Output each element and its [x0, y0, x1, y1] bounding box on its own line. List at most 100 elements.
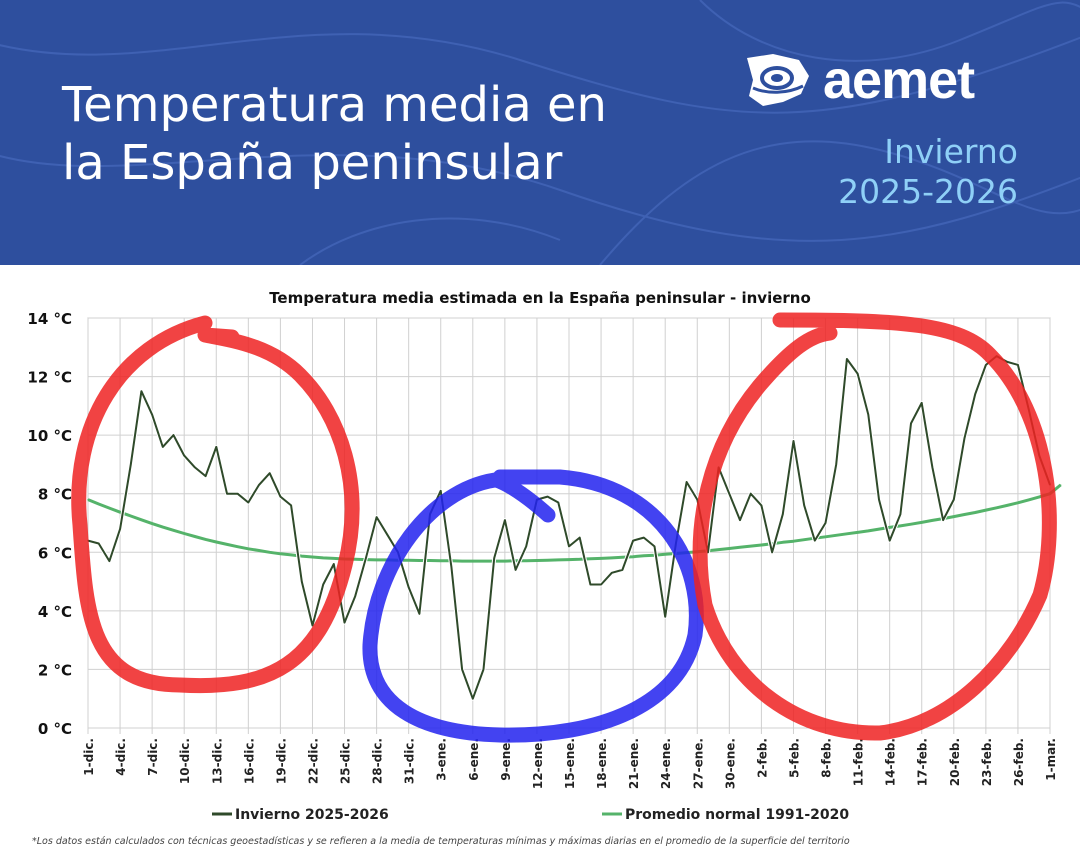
y-tick-label: 10 °C: [27, 427, 72, 445]
header-banner: Temperatura media en la España peninsula…: [0, 0, 1080, 265]
data-point-normal: [376, 559, 378, 561]
data-point-normal: [119, 511, 121, 513]
data-point-2025: [151, 414, 153, 416]
data-point-normal: [172, 529, 175, 531]
data-point-2025: [333, 563, 335, 565]
chart-container: Temperatura media estimada en la España …: [0, 265, 1080, 860]
data-point-2025: [525, 545, 527, 548]
data-point-normal: [440, 560, 442, 562]
data-point-2025: [215, 446, 217, 448]
y-axis-ticks: 0 °C 2 °C 4 °C 6 °C 8 °C 10 °C 12 °C 14 °C: [27, 310, 72, 738]
x-tick-label: 23-feb.: [980, 738, 994, 786]
data-point-2025: [418, 613, 420, 615]
x-tick-label: 19-dic.: [274, 738, 288, 784]
y-tick-label: 0 °C: [38, 720, 72, 738]
data-point-2025: [119, 528, 121, 530]
data-point-normal: [782, 541, 784, 543]
data-point-normal: [611, 557, 613, 559]
data-point-2025: [386, 534, 388, 536]
data-point-2025: [247, 501, 249, 504]
data-point-normal: [878, 528, 880, 530]
data-point-normal: [461, 560, 463, 562]
data-point-normal: [867, 530, 869, 532]
y-tick-label: 2 °C: [38, 661, 72, 679]
data-point-2025: [504, 519, 506, 521]
x-tick-label: 30-ene.: [723, 738, 737, 789]
data-point-2025: [343, 621, 346, 624]
data-point-2025: [322, 583, 324, 586]
data-point-normal: [151, 522, 153, 525]
data-point-normal: [247, 548, 249, 550]
x-tick-label: 14-feb.: [884, 738, 898, 786]
data-point-normal: [429, 559, 431, 562]
legend-label-normal: Promedio normal 1991-2020: [625, 807, 849, 823]
data-point-2025: [728, 493, 730, 495]
data-point-normal: [718, 549, 720, 551]
x-tick-label: 7-dic.: [146, 738, 160, 776]
data-point-2025: [461, 668, 463, 671]
data-point-2025: [857, 373, 859, 375]
data-point-normal: [162, 526, 164, 528]
data-point-2025: [963, 437, 966, 439]
x-tick-label: 10-dic.: [178, 738, 192, 784]
x-axis-ticks: 1-dic. 4-dic. 7-dic. 10-dic. 13-dic. 16-dic. 1…: [82, 738, 1058, 789]
x-tick-label: 15-ene.: [563, 738, 577, 789]
page-title-line2: la España peninsular: [62, 135, 563, 191]
data-point-normal: [824, 536, 827, 538]
data-point-normal: [995, 507, 998, 509]
x-tick-label: 22-dic.: [306, 738, 320, 784]
data-point-normal: [921, 521, 923, 524]
data-point-2025: [279, 496, 281, 498]
data-point-normal: [803, 539, 805, 541]
data-point-normal: [547, 559, 549, 561]
data-point-normal: [589, 558, 591, 560]
data-point-normal: [739, 546, 741, 548]
chart-title: Temperatura media estimada en la España …: [269, 289, 811, 307]
x-tick-label: 4-dic.: [114, 738, 128, 776]
data-point-normal: [846, 533, 848, 535]
data-point-2025: [183, 455, 185, 457]
aemet-logo-icon: [747, 54, 809, 106]
y-tick-label: 4 °C: [38, 603, 72, 621]
data-point-2025: [162, 446, 164, 448]
data-point-normal: [963, 513, 966, 516]
data-point-normal: [322, 557, 324, 559]
data-point-normal: [568, 559, 570, 561]
data-point-normal: [1006, 504, 1008, 507]
data-point-normal: [354, 558, 356, 560]
data-point-normal: [579, 558, 581, 560]
data-point-2025: [204, 475, 207, 477]
data-point-normal: [664, 553, 666, 555]
x-tick-label: 3-ene.: [435, 738, 449, 781]
data-point-2025: [621, 569, 624, 571]
season-label-line2: 2025-2026: [838, 172, 1018, 211]
data-point-2025: [301, 580, 303, 583]
data-point-normal: [621, 556, 624, 558]
data-point-normal: [290, 554, 292, 556]
data-point-2025: [664, 616, 666, 618]
data-point-2025: [365, 557, 367, 559]
data-point-normal: [985, 509, 987, 511]
data-point-normal: [1038, 496, 1040, 498]
x-tick-label: 20-feb.: [948, 738, 962, 786]
data-point-2025: [557, 501, 559, 504]
data-point-normal: [1017, 502, 1019, 504]
data-point-normal: [632, 556, 634, 558]
data-point-normal: [140, 519, 143, 521]
data-point-normal: [130, 515, 132, 517]
page-title-line1: Temperatura media en: [62, 77, 607, 133]
data-point-2025: [771, 551, 773, 553]
red-annotation-circle-right: [692, 312, 1057, 741]
data-point-normal: [333, 557, 335, 560]
data-point-2025: [782, 513, 784, 515]
data-point-normal: [301, 555, 303, 557]
banner-wave-decoration: [0, 0, 1080, 265]
x-tick-label: 9-ene.: [499, 738, 513, 781]
data-point-2025: [899, 513, 901, 515]
data-point-2025: [408, 586, 410, 589]
data-point-2025: [750, 493, 752, 495]
data-point-normal: [237, 546, 239, 548]
x-tick-label: 21-ene.: [627, 738, 641, 789]
data-point-normal: [857, 531, 859, 533]
data-point-normal: [194, 535, 196, 538]
